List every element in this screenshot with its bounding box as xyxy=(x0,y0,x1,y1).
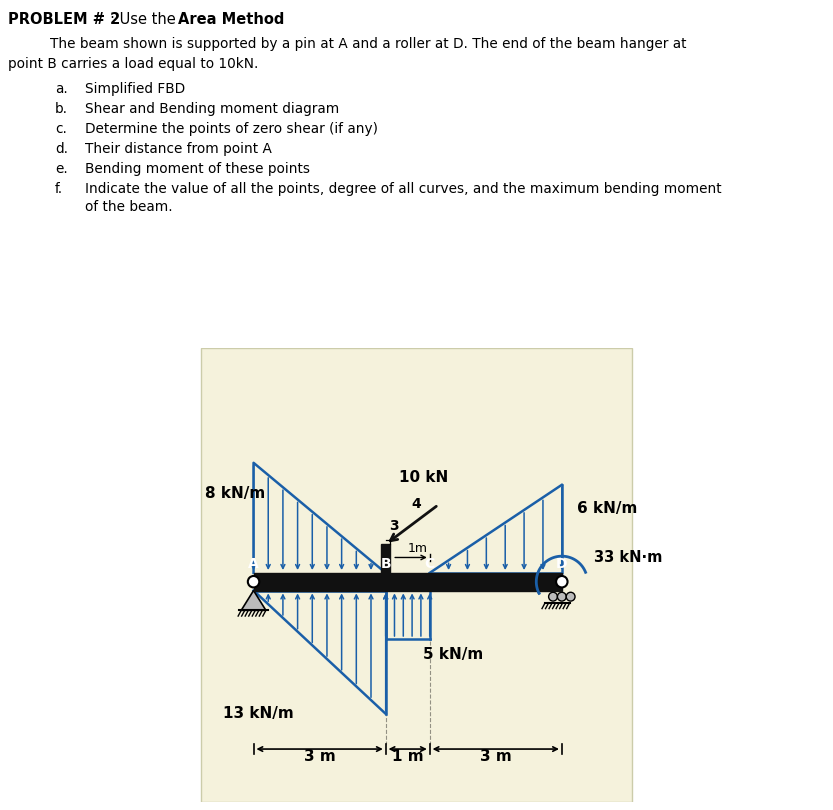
Text: : Use the: : Use the xyxy=(110,12,181,27)
Circle shape xyxy=(566,592,575,601)
Text: The beam shown is supported by a pin at A and a roller at D. The end of the beam: The beam shown is supported by a pin at … xyxy=(50,37,686,51)
Text: 8 kN/m: 8 kN/m xyxy=(205,486,266,501)
Text: 4: 4 xyxy=(412,497,421,511)
Circle shape xyxy=(248,576,259,587)
Text: 13 kN/m: 13 kN/m xyxy=(222,706,293,721)
Bar xyxy=(382,544,390,573)
Text: c.: c. xyxy=(55,122,67,136)
Text: 33 kN·m: 33 kN·m xyxy=(594,550,662,565)
Text: 3: 3 xyxy=(389,519,398,533)
Text: Area Method: Area Method xyxy=(178,12,284,27)
Text: of the beam.: of the beam. xyxy=(85,200,172,214)
Text: point B carries a load equal to 10kN.: point B carries a load equal to 10kN. xyxy=(8,57,258,71)
Text: d.: d. xyxy=(55,142,68,156)
Text: Shear and Bending moment diagram: Shear and Bending moment diagram xyxy=(85,102,339,116)
Text: PROBLEM # 2: PROBLEM # 2 xyxy=(8,12,120,27)
Text: C: C xyxy=(425,556,435,571)
Text: 1 m: 1 m xyxy=(392,749,423,765)
Polygon shape xyxy=(242,590,266,610)
Text: 5 kN/m: 5 kN/m xyxy=(423,646,483,662)
Text: e.: e. xyxy=(55,162,67,176)
Text: Indicate the value of all the points, degree of all curves, and the maximum bend: Indicate the value of all the points, de… xyxy=(85,182,721,196)
Text: 3 m: 3 m xyxy=(480,749,511,765)
Text: Bending moment of these points: Bending moment of these points xyxy=(85,162,310,176)
Circle shape xyxy=(556,576,567,587)
Bar xyxy=(253,573,561,590)
Circle shape xyxy=(557,592,566,601)
Text: a.: a. xyxy=(55,82,67,96)
Text: b.: b. xyxy=(55,102,68,116)
Text: 6 kN/m: 6 kN/m xyxy=(577,501,637,517)
Text: Their distance from point A: Their distance from point A xyxy=(85,142,272,156)
Text: 10 kN: 10 kN xyxy=(399,470,448,484)
Text: 3 m: 3 m xyxy=(304,749,336,765)
Circle shape xyxy=(549,592,557,601)
Text: B: B xyxy=(381,556,391,571)
Text: 1m: 1m xyxy=(407,542,427,556)
Text: f.: f. xyxy=(55,182,63,196)
Text: A: A xyxy=(248,556,259,571)
Text: Determine the points of zero shear (if any): Determine the points of zero shear (if a… xyxy=(85,122,378,136)
Text: D: D xyxy=(556,556,567,571)
Text: Simplified FBD: Simplified FBD xyxy=(85,82,185,96)
